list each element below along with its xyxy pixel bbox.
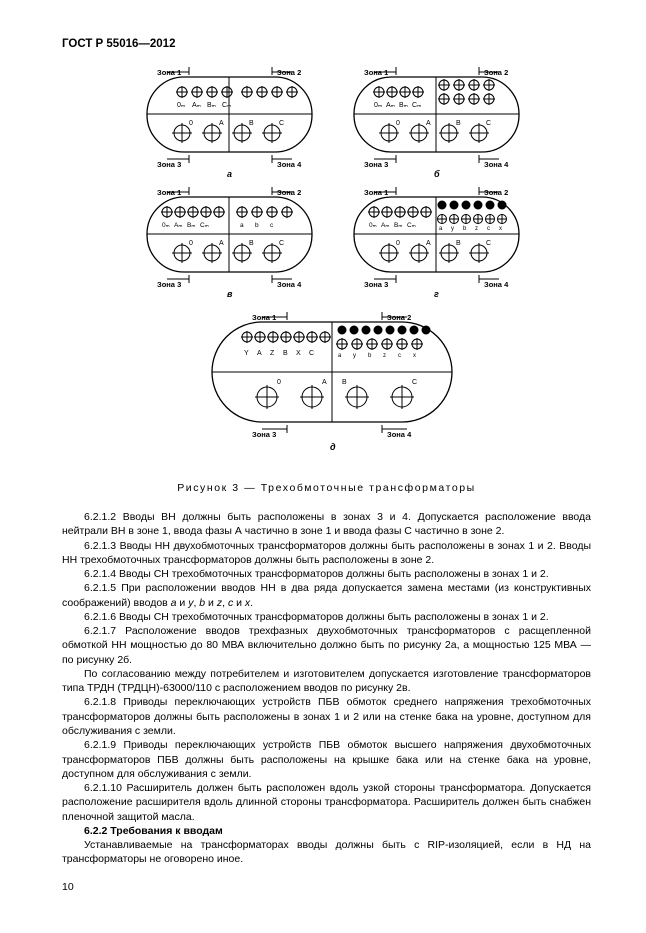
svg-text:C: C <box>309 350 314 357</box>
svg-text:X: X <box>296 350 301 357</box>
svg-text:0: 0 <box>396 240 400 247</box>
svg-text:B: B <box>249 120 254 127</box>
svg-text:0ₘ: 0ₘ <box>369 222 377 229</box>
svg-text:Y: Y <box>244 350 249 357</box>
svg-text:y: y <box>353 353 356 359</box>
svg-text:Aₘ: Aₘ <box>381 222 389 229</box>
svg-text:C: C <box>279 240 284 247</box>
svg-text:c: c <box>270 222 274 229</box>
svg-text:0: 0 <box>277 379 281 386</box>
svg-text:Cₘ: Cₘ <box>200 222 209 229</box>
svg-text:z: z <box>475 226 478 232</box>
svg-text:д: д <box>330 442 336 452</box>
svg-text:Зона 4: Зона 4 <box>387 430 412 439</box>
svg-text:Зона 3: Зона 3 <box>157 280 181 289</box>
svg-text:B: B <box>249 240 254 247</box>
svg-text:Aₘ: Aₘ <box>386 102 395 109</box>
figure-3: Зона 1 Зона 2 0ₘAₘBₘCₘ <box>62 62 591 472</box>
para-6-2-1-10: 6.2.1.10 Расширитель должен быть располо… <box>62 781 591 824</box>
svg-text:Bₘ: Bₘ <box>394 222 402 229</box>
svg-text:Зона 3: Зона 3 <box>252 430 276 439</box>
svg-text:Z: Z <box>270 350 275 357</box>
svg-text:B: B <box>283 350 288 357</box>
svg-text:C: C <box>486 240 491 247</box>
svg-text:A: A <box>257 350 262 357</box>
svg-text:Зона 3: Зона 3 <box>364 280 388 289</box>
svg-text:C: C <box>412 379 417 386</box>
svg-text:Зона 4: Зона 4 <box>277 160 302 169</box>
svg-text:Bₘ: Bₘ <box>207 102 216 109</box>
para-6-2-2: Устанавливаемые на трансформаторах вводы… <box>62 838 591 867</box>
para-6-2-1-4: 6.2.1.4 Вводы СН трехобмоточных трансфор… <box>62 567 591 581</box>
document-header: ГОСТ Р 55016—2012 <box>62 38 591 50</box>
body-text: 6.2.1.2 Вводы ВН должны быть расположены… <box>62 510 591 867</box>
svg-text:C: C <box>279 120 284 127</box>
svg-text:б: б <box>434 169 440 179</box>
svg-text:0ₘ: 0ₘ <box>162 222 170 229</box>
para-6-2-1-7b: По согласованию между потребителем и изг… <box>62 667 591 696</box>
svg-text:x: x <box>499 226 502 232</box>
svg-text:Зона 4: Зона 4 <box>484 280 509 289</box>
para-6-2-1-7: 6.2.1.7 Расположение вводов трехфазных д… <box>62 624 591 667</box>
para-6-2-1-2: 6.2.1.2 Вводы ВН должны быть расположены… <box>62 510 591 539</box>
svg-text:Aₘ: Aₘ <box>174 222 182 229</box>
svg-text:в: в <box>227 289 233 299</box>
svg-text:b: b <box>368 353 372 359</box>
svg-text:a: a <box>338 353 342 359</box>
svg-text:Зона 3: Зона 3 <box>364 160 388 169</box>
figure-caption: Рисунок 3 — Трехобмоточные трансформатор… <box>62 482 591 494</box>
heading-6-2-2: 6.2.2 Требования к вводам <box>62 824 591 838</box>
svg-text:c: c <box>487 226 490 232</box>
svg-text:Bₘ: Bₘ <box>399 102 408 109</box>
svg-text:0: 0 <box>189 240 193 247</box>
page-number: 10 <box>62 881 591 893</box>
svg-text:A: A <box>426 120 431 127</box>
svg-text:y: y <box>451 226 454 232</box>
svg-text:B: B <box>456 120 461 127</box>
para-6-2-1-3: 6.2.1.3 Вводы НН двухобмоточных трансфор… <box>62 539 591 568</box>
svg-text:Зона 4: Зона 4 <box>484 160 509 169</box>
svg-text:C: C <box>486 120 491 127</box>
svg-text:A: A <box>219 120 224 127</box>
svg-text:x: x <box>413 353 416 359</box>
svg-text:a: a <box>439 226 443 232</box>
para-6-2-1-5: 6.2.1.5 При расположении вводов НН в два… <box>62 581 591 610</box>
svg-text:b: b <box>255 222 259 229</box>
svg-text:а: а <box>227 169 232 179</box>
svg-text:Cₘ: Cₘ <box>407 222 416 229</box>
svg-text:Aₘ: Aₘ <box>192 102 201 109</box>
svg-text:0ₘ: 0ₘ <box>177 102 185 109</box>
svg-text:A: A <box>426 240 431 247</box>
para-6-2-1-8: 6.2.1.8 Приводы переключающих устройств … <box>62 695 591 738</box>
svg-text:A: A <box>322 379 327 386</box>
svg-text:A: A <box>219 240 224 247</box>
svg-text:b: b <box>463 226 467 232</box>
svg-text:Зона 3: Зона 3 <box>157 160 181 169</box>
svg-text:c: c <box>398 353 401 359</box>
svg-text:0: 0 <box>189 120 193 127</box>
svg-text:Зона 4: Зона 4 <box>277 280 302 289</box>
svg-text:0ₘ: 0ₘ <box>374 102 382 109</box>
svg-text:Bₘ: Bₘ <box>187 222 195 229</box>
svg-text:Cₘ: Cₘ <box>412 102 421 109</box>
svg-text:z: z <box>383 353 386 359</box>
para-6-2-1-9: 6.2.1.9 Приводы переключающих устройств … <box>62 738 591 781</box>
svg-text:B: B <box>456 240 461 247</box>
svg-text:Cₘ: Cₘ <box>222 102 231 109</box>
svg-text:г: г <box>434 289 439 299</box>
svg-text:0: 0 <box>396 120 400 127</box>
svg-text:B: B <box>342 379 347 386</box>
para-6-2-1-6: 6.2.1.6 Вводы СН трехобмоточных трансфор… <box>62 610 591 624</box>
svg-text:a: a <box>240 222 244 229</box>
